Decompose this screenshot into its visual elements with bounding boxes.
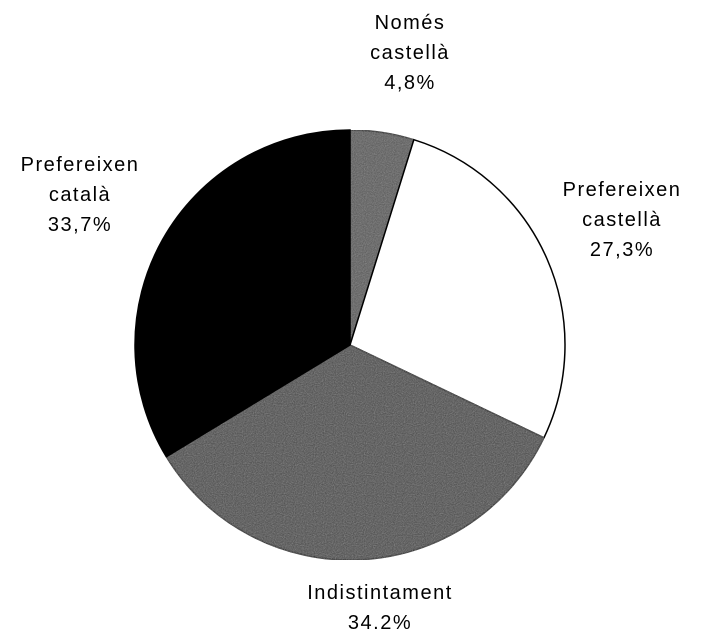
slice-label: Prefereixen català 33,7% bbox=[10, 150, 150, 240]
category-label: Prefereixen castellà bbox=[562, 179, 682, 231]
pie-slice bbox=[165, 344, 545, 561]
pie-slice bbox=[134, 129, 351, 458]
value-label: 33,7% bbox=[47, 214, 113, 236]
value-label: 27,3% bbox=[589, 239, 655, 261]
slice-label: Prefereixen castellà 27,3% bbox=[552, 175, 692, 265]
value-label: 4,8% bbox=[384, 72, 436, 94]
category-label: Prefereixen català bbox=[20, 154, 140, 206]
slice-label: Només castellà 4,8% bbox=[360, 8, 460, 98]
pie-slice bbox=[349, 138, 566, 439]
slice-label: Indistintament 34.2% bbox=[270, 578, 490, 637]
category-label: Indistintament bbox=[307, 582, 453, 604]
category-label: Només castellà bbox=[370, 12, 450, 64]
value-label: 34.2% bbox=[347, 612, 413, 634]
